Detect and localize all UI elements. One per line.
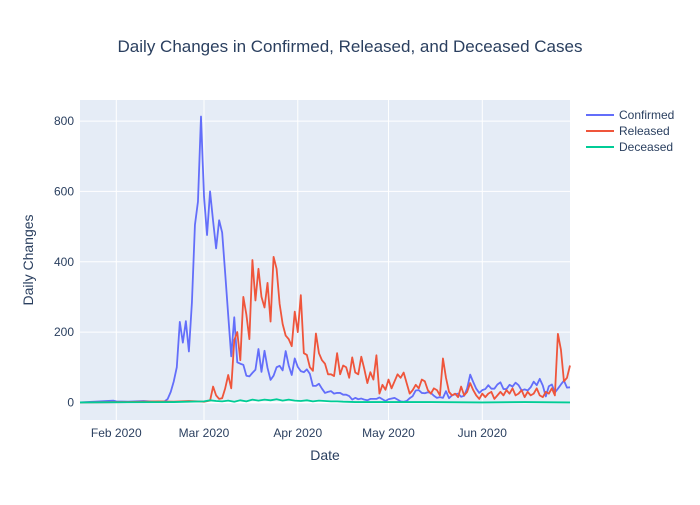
plot-background	[80, 100, 570, 420]
series-lines	[79, 115, 571, 404]
x-tick-label: Jun 2020	[458, 426, 508, 440]
x-tick-label: May 2020	[362, 426, 415, 440]
legend-label-deceased: Deceased	[619, 140, 673, 154]
series-line-released	[79, 255, 571, 404]
y-tick-label: 200	[54, 325, 74, 339]
chart-title: Daily Changes in Confirmed, Released, an…	[118, 37, 583, 56]
x-axis-ticks: Feb 2020 Mar 2020 Apr 2020 May 2020 Jun 2020	[91, 426, 507, 440]
legend-label-released: Released	[619, 124, 670, 138]
x-tick-label: Feb 2020	[91, 426, 142, 440]
y-tick-label: 800	[54, 114, 74, 128]
y-axis-label: Daily Changes	[20, 214, 36, 305]
y-tick-label: 400	[54, 255, 74, 269]
legend: Confirmed Released Deceased	[586, 108, 674, 154]
x-tick-label: Apr 2020	[273, 426, 322, 440]
x-axis-label: Date	[310, 447, 340, 463]
legend-label-confirmed: Confirmed	[619, 108, 674, 122]
y-axis-ticks: 0 200 400 600 800	[54, 114, 74, 409]
y-tick-label: 0	[67, 395, 74, 409]
y-tick-label: 600	[54, 184, 74, 198]
x-tick-label: Mar 2020	[179, 426, 230, 440]
series-line-deceased	[79, 398, 571, 404]
series-line-confirmed	[79, 115, 571, 404]
